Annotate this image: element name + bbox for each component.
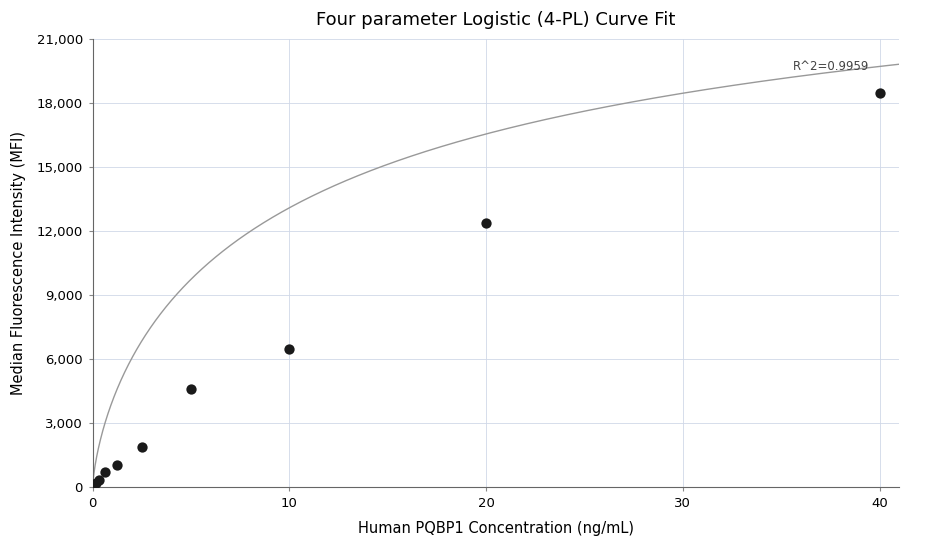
X-axis label: Human PQBP1 Concentration (ng/mL): Human PQBP1 Concentration (ng/mL) — [358, 521, 634, 536]
Point — [478, 218, 493, 227]
Point — [110, 460, 125, 469]
Point — [88, 478, 103, 487]
Point — [872, 88, 887, 97]
Point — [87, 480, 102, 489]
Point — [184, 385, 198, 394]
Point — [282, 344, 297, 353]
Point — [97, 468, 112, 477]
Point — [134, 442, 149, 451]
Text: R^2=0.9959: R^2=0.9959 — [794, 60, 870, 73]
Title: Four parameter Logistic (4-PL) Curve Fit: Four parameter Logistic (4-PL) Curve Fit — [316, 11, 676, 29]
Y-axis label: Median Fluorescence Intensity (MFI): Median Fluorescence Intensity (MFI) — [10, 131, 26, 395]
Point — [92, 475, 107, 484]
